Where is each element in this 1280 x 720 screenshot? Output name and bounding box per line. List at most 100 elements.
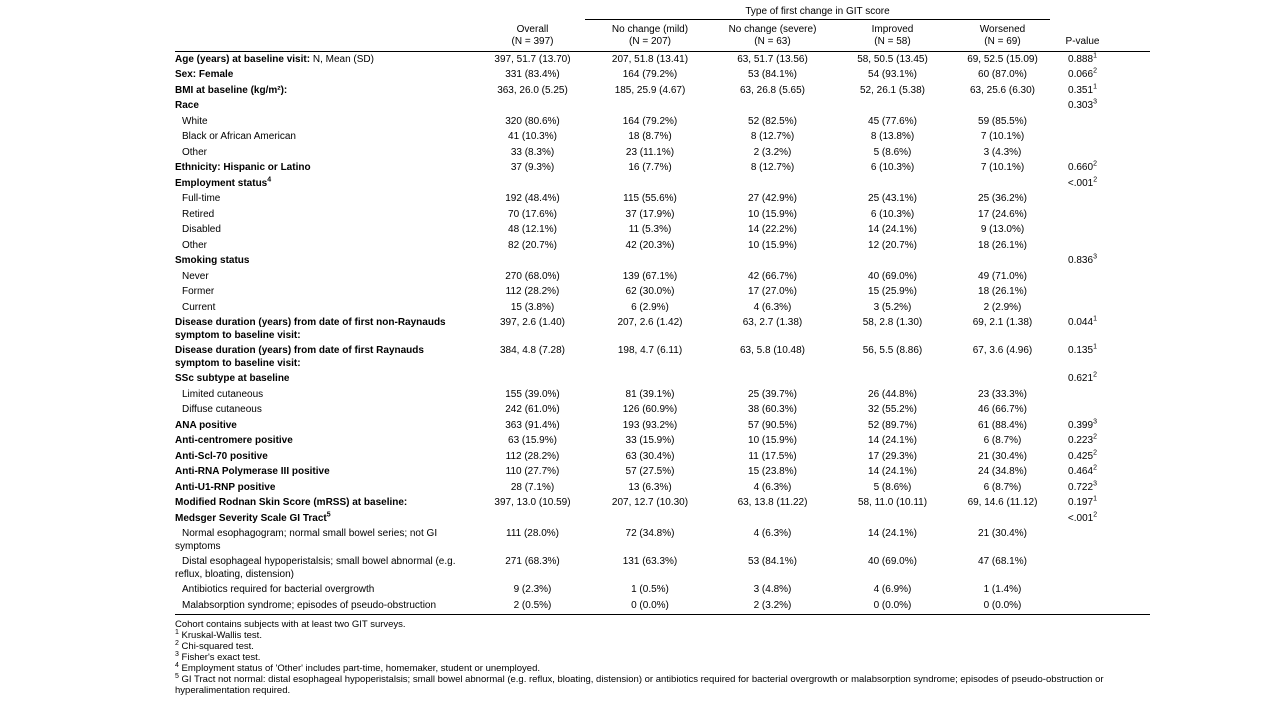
cell-overall: 112 (28.2%) (505, 286, 560, 297)
table-row: Anti-Scl-70 positive 112 (28.2%) 63 (30.4%… (175, 449, 1150, 465)
footnote: 2 Chi-squared test. (175, 639, 254, 652)
cell-pvalue: 0.3993 (1068, 418, 1097, 431)
cell-worsened: 1 (1.4%) (983, 584, 1022, 595)
cell-improved: 32 (55.2%) (868, 404, 917, 415)
table-row: Ethnicity: Hispanic or Latino 37 (9.3%) 16… (175, 161, 1150, 177)
row-label: Other (182, 146, 208, 158)
cell-overall: 15 (3.8%) (510, 301, 555, 313)
row-label: BMI at baseline (kg/m²): (175, 84, 288, 96)
cell-improved: 5 (8.6%) (873, 481, 912, 493)
cell-overall: 37 (9.3%) (510, 162, 555, 173)
cell-no-change-severe: 53 (84.1%) (748, 69, 797, 80)
cell-improved: 15 (25.9%) (868, 286, 917, 297)
cell-no-change-mild: 164 (79.2%) (622, 69, 678, 80)
cell-no-change-severe: 63, 13.8 (11.22) (737, 497, 808, 508)
cell-pvalue: 0.1971 (1068, 495, 1097, 508)
cell-improved: 0 (0.0%) (873, 599, 912, 611)
table-row: Anti-RNA Polymerase III positive 110 (27.… (175, 465, 1150, 481)
row-label: Anti-U1-RNP positive (175, 481, 276, 493)
row-label: Medsger Severity Scale GI Tract5 (175, 511, 331, 524)
table-row: Disabled 48 (12.1%) 11 (5.3%) 14 (22.2%) 14 … (175, 223, 1150, 239)
footnotes: Cohort contains subjects with at least t… (175, 619, 1150, 696)
cell-improved: 17 (29.3%) (868, 450, 917, 462)
row-label: Disease duration (years) from date of fi… (175, 345, 424, 369)
cell-worsened: 23 (33.3%) (978, 388, 1027, 400)
row-label: Retired (182, 208, 215, 220)
footnote: 1 Kruskal-Wallis test. (175, 628, 262, 641)
cell-pvalue: 0.4642 (1068, 464, 1097, 477)
cell-no-change-severe: 42 (66.7%) (748, 270, 797, 282)
table-spanner-row: Type of first change in GIT score (175, 6, 1150, 20)
cell-improved: 6 (10.3%) (870, 208, 915, 220)
cell-pvalue: 0.8881 (1068, 52, 1097, 65)
column-header-pvalue: P-value (1050, 36, 1115, 48)
cell-worsened: 49 (71.0%) (978, 270, 1027, 282)
cell-no-change-severe: 27 (42.9%) (748, 193, 797, 204)
cell-no-change-mild: 62 (30.0%) (625, 286, 675, 297)
row-label: Malabsorption syndrome; episodes of pseu… (182, 599, 437, 611)
cell-overall: 363 (91.4%) (505, 419, 560, 431)
cell-pvalue: 0.6602 (1068, 160, 1097, 173)
cell-no-change-severe: 17 (27.0%) (748, 286, 797, 297)
cell-worsened: 0 (0.0%) (983, 599, 1022, 611)
cell-overall: 110 (27.7%) (505, 466, 560, 477)
cell-pvalue: <.0012 (1067, 176, 1098, 189)
cell-pvalue: 0.2232 (1068, 433, 1097, 446)
cell-worsened: 69, 52.5 (15.09) (967, 53, 1038, 65)
spanner-heading-text: Type of first change in GIT score (745, 6, 890, 17)
cell-overall: 70 (17.6%) (508, 208, 557, 220)
cell-overall: 111 (28.0%) (506, 528, 559, 539)
cell-overall: 271 (68.3%) (505, 556, 560, 567)
cell-no-change-mild: 164 (79.2%) (622, 115, 678, 127)
cell-no-change-severe: 4 (6.3%) (753, 301, 792, 313)
cell-overall: 320 (80.6%) (505, 115, 560, 127)
cell-no-change-mild: 72 (34.8%) (625, 528, 675, 539)
table-row: Black or African American 41 (10.3%) 18 (8… (175, 130, 1150, 146)
cell-improved: 14 (24.1%) (868, 466, 917, 477)
cell-no-change-severe: 8 (12.7%) (750, 131, 795, 142)
cell-no-change-mild: 57 (27.5%) (625, 466, 675, 477)
cell-pvalue: 0.7223 (1068, 480, 1097, 493)
cell-overall: 41 (10.3%) (508, 131, 557, 142)
cell-no-change-mild: 11 (5.3%) (628, 224, 672, 235)
table-row: Medsger Severity Scale GI Tract5 <.0012 (175, 511, 1150, 527)
cell-no-change-mild: 207, 2.6 (1.42) (617, 317, 683, 328)
column-header-no-change-severe: No change (severe) (N = 63) (715, 24, 830, 48)
cell-overall: 397, 51.7 (13.70) (494, 53, 571, 65)
cell-improved: 56, 5.5 (8.86) (862, 345, 923, 356)
table-row: ANA positive 363 (91.4%) 193 (93.2%) 57 (90… (175, 418, 1150, 434)
row-label: ANA positive (175, 419, 237, 431)
cell-no-change-mild: 63 (30.4%) (625, 450, 675, 462)
cell-no-change-mild: 23 (11.1%) (625, 146, 675, 158)
footnote: Cohort contains subjects with at least t… (175, 618, 406, 630)
table-row: Malabsorption syndrome; episodes of pseu… (175, 598, 1150, 614)
table-row: Never 270 (68.0%) 139 (67.1%) 42 (66.7%) 40 … (175, 269, 1150, 285)
column-header-n: (N = 58) (874, 36, 911, 47)
cell-improved: 26 (44.8%) (868, 388, 917, 400)
table-row: BMI at baseline (kg/m²): 363, 26.0 (5.25)… (175, 83, 1150, 99)
cell-worsened: 60 (87.0%) (978, 69, 1027, 80)
cell-improved: 14 (24.1%) (868, 224, 917, 235)
cell-pvalue: 0.1351 (1068, 343, 1097, 356)
column-header-n: (N = 63) (754, 36, 791, 47)
table-row: Normal esophagogram; normal small bowel … (175, 527, 1150, 555)
column-header-label: P-value (1065, 36, 1100, 47)
cell-worsened: 17 (24.6%) (978, 208, 1027, 220)
cell-no-change-severe: 63, 5.8 (10.48) (739, 345, 806, 356)
footnote: 5 GI Tract not normal: distal esophageal… (175, 672, 1104, 696)
cell-overall: 63 (15.9%) (508, 435, 557, 446)
cell-worsened: 46 (66.7%) (978, 404, 1027, 415)
cell-no-change-severe: 57 (90.5%) (748, 419, 797, 431)
cell-worsened: 63, 25.6 (6.30) (969, 84, 1036, 96)
cell-worsened: 69, 14.6 (11.12) (967, 497, 1038, 508)
cell-no-change-severe: 53 (84.1%) (748, 556, 797, 567)
cell-no-change-severe: 14 (22.2%) (748, 224, 797, 235)
cell-overall: 48 (12.1%) (508, 224, 557, 235)
cell-overall: 9 (2.3%) (513, 584, 552, 595)
column-header-label: No change (mild) (611, 24, 689, 35)
table-row: Diffuse cutaneous 242 (61.0%) 126 (60.9%) 3… (175, 403, 1150, 419)
cell-no-change-severe: 10 (15.9%) (748, 239, 797, 251)
cell-no-change-mild: 18 (8.7%) (628, 131, 672, 142)
cell-no-change-mild: 33 (15.9%) (625, 435, 675, 446)
cell-pvalue: 0.3511 (1068, 83, 1097, 96)
